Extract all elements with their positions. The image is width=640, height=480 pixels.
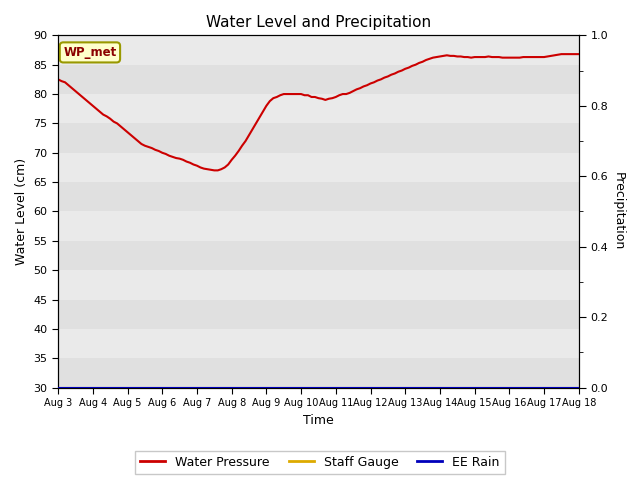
Y-axis label: Water Level (cm): Water Level (cm) (15, 158, 28, 265)
Bar (58, 182, 579, 212)
Bar (58, 65, 579, 94)
Bar (58, 123, 579, 153)
Bar (58, 241, 579, 270)
Legend: Water Pressure, Staff Gauge, EE Rain: Water Pressure, Staff Gauge, EE Rain (136, 451, 504, 474)
X-axis label: Time: Time (303, 414, 334, 427)
Y-axis label: Precipitation: Precipitation (612, 172, 625, 251)
Title: Water Level and Precipitation: Water Level and Precipitation (206, 15, 431, 30)
Bar (58, 358, 579, 388)
Text: WP_met: WP_met (63, 46, 116, 59)
Bar (58, 300, 579, 329)
